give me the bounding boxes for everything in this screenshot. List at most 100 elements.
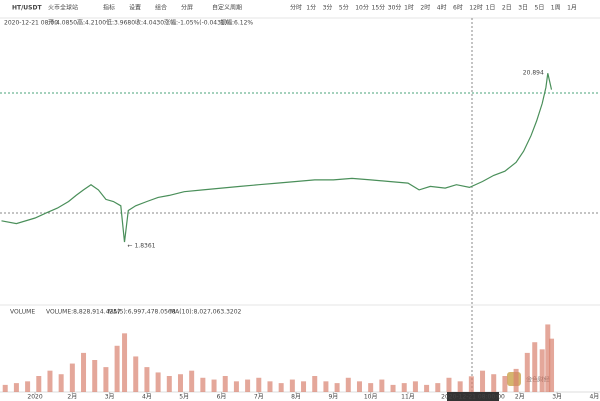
period-button[interactable]: 3日 xyxy=(518,5,528,12)
period-button[interactable]: 5日 xyxy=(535,5,545,12)
x-tick-label: 6月 xyxy=(217,394,227,401)
period-button[interactable]: 3分 xyxy=(323,4,333,12)
period-button[interactable]: 1时 xyxy=(404,4,414,12)
volume-bar xyxy=(103,367,109,392)
period-button[interactable]: 1周 xyxy=(551,5,561,12)
volume-bar xyxy=(424,384,430,392)
period-button[interactable]: 4时 xyxy=(437,4,447,12)
volume-bar xyxy=(177,374,183,392)
info-item: 收:4.0430 xyxy=(135,19,164,27)
period-button[interactable]: 1分 xyxy=(306,4,316,12)
legend-entry: VOLUME:8,828,914.4257 xyxy=(46,309,121,316)
x-tick-label: 4月 xyxy=(142,394,152,401)
volume-bar xyxy=(69,363,75,392)
x-tick-label: 11月 xyxy=(401,394,415,401)
panel-title: VOLUME xyxy=(10,309,35,316)
tool-button[interactable]: 组合 xyxy=(155,4,167,12)
volume-bar xyxy=(200,377,206,392)
volume-bar xyxy=(92,360,98,392)
period-button[interactable]: 6时 xyxy=(453,4,463,12)
x-tick-label: 4月 xyxy=(589,394,599,401)
volume-bar xyxy=(166,376,172,392)
period-button[interactable]: 2时 xyxy=(420,4,430,12)
volume-bar xyxy=(211,379,217,392)
price-line xyxy=(1,73,553,243)
volume-bar xyxy=(532,342,538,392)
x-tick-label: 2月 xyxy=(515,394,525,401)
volume-bar xyxy=(412,381,418,392)
annotation: ← 1.8361 xyxy=(128,243,156,250)
info-item: 振幅:6.12% xyxy=(220,19,253,27)
volume-bar xyxy=(114,345,120,392)
tool-button[interactable]: 分屏 xyxy=(181,4,193,12)
volume-bar xyxy=(379,379,385,392)
period-button[interactable]: 分时 xyxy=(290,4,302,12)
x-tick-label: 10月 xyxy=(364,394,378,401)
x-tick-label: 3月 xyxy=(105,394,115,401)
x-tick-label: 8月 xyxy=(291,394,301,401)
info-item: 高:4.2100 xyxy=(77,19,106,27)
period-button[interactable]: 1日 xyxy=(486,5,496,12)
volume-bar xyxy=(549,338,555,392)
custom-period[interactable]: 自定义周期 xyxy=(212,4,242,12)
annotation: 20.894 xyxy=(523,70,544,77)
period-button[interactable]: 15分 xyxy=(372,4,386,12)
tool-button[interactable]: 设置 xyxy=(129,4,141,12)
volume-bar xyxy=(524,352,530,392)
volume-bar xyxy=(36,376,42,392)
volume-bar xyxy=(289,379,295,392)
volume-bar xyxy=(144,367,150,392)
volume-bar xyxy=(256,377,262,392)
volume-bar xyxy=(58,374,64,392)
volume-bar xyxy=(2,384,8,392)
volume-bar xyxy=(446,377,452,392)
volume-bar xyxy=(13,383,19,392)
volume-bar xyxy=(323,381,329,392)
volume-bar xyxy=(47,370,53,392)
exchange: 火币全球站 xyxy=(48,4,78,12)
volume-bar xyxy=(356,381,362,392)
symbol[interactable]: HT/USDT xyxy=(12,5,42,12)
volume-bar xyxy=(233,381,239,392)
x-tick-label: 5月 xyxy=(179,394,189,401)
volume-bar xyxy=(390,384,396,392)
volume-bar xyxy=(480,370,486,392)
legend-entry: MA(5):6,997,478.0568 xyxy=(108,309,176,316)
volume-bar xyxy=(539,349,545,392)
period-button[interactable]: 1月 xyxy=(567,5,577,12)
volume-bar xyxy=(502,376,508,392)
crosshair-label: 2020-12-21 08:00:00 xyxy=(441,394,505,401)
volume-bar xyxy=(133,356,139,392)
volume-bar xyxy=(435,383,441,392)
x-tick-label: 7月 xyxy=(254,394,264,401)
volume-bar xyxy=(301,381,307,392)
volume-bar xyxy=(334,383,340,392)
volume-bar xyxy=(222,376,228,392)
volume-bar xyxy=(513,368,519,392)
x-tick-label: 2020 xyxy=(27,394,42,401)
watermark: 金色财经 xyxy=(526,376,550,384)
x-tick-label: 9月 xyxy=(328,394,338,401)
volume-bar xyxy=(468,376,474,392)
legend-entry: MA(10):8,027,063.3202 xyxy=(170,309,242,316)
info-item: 开:4.0850 xyxy=(48,20,77,27)
info-date: 2020-12-21 08:00 xyxy=(4,20,58,27)
volume-bar xyxy=(457,381,463,392)
volume-bar xyxy=(345,377,351,392)
volume-bar xyxy=(122,333,128,392)
volume-bar xyxy=(155,372,161,392)
period-button[interactable]: 30分 xyxy=(388,4,402,12)
period-button[interactable]: 2日 xyxy=(502,5,512,12)
tool-button[interactable]: 指标 xyxy=(103,4,115,12)
volume-bar xyxy=(189,370,195,392)
volume-bar xyxy=(491,374,497,392)
period-button[interactable]: 10分 xyxy=(355,4,369,12)
volume-bar xyxy=(401,383,407,392)
volume-bar xyxy=(81,352,87,392)
x-tick-label: 3月 xyxy=(552,394,562,401)
period-button[interactable]: 5分 xyxy=(339,4,349,12)
period-button[interactable]: 12时 xyxy=(469,4,483,12)
volume-bar xyxy=(545,324,551,392)
